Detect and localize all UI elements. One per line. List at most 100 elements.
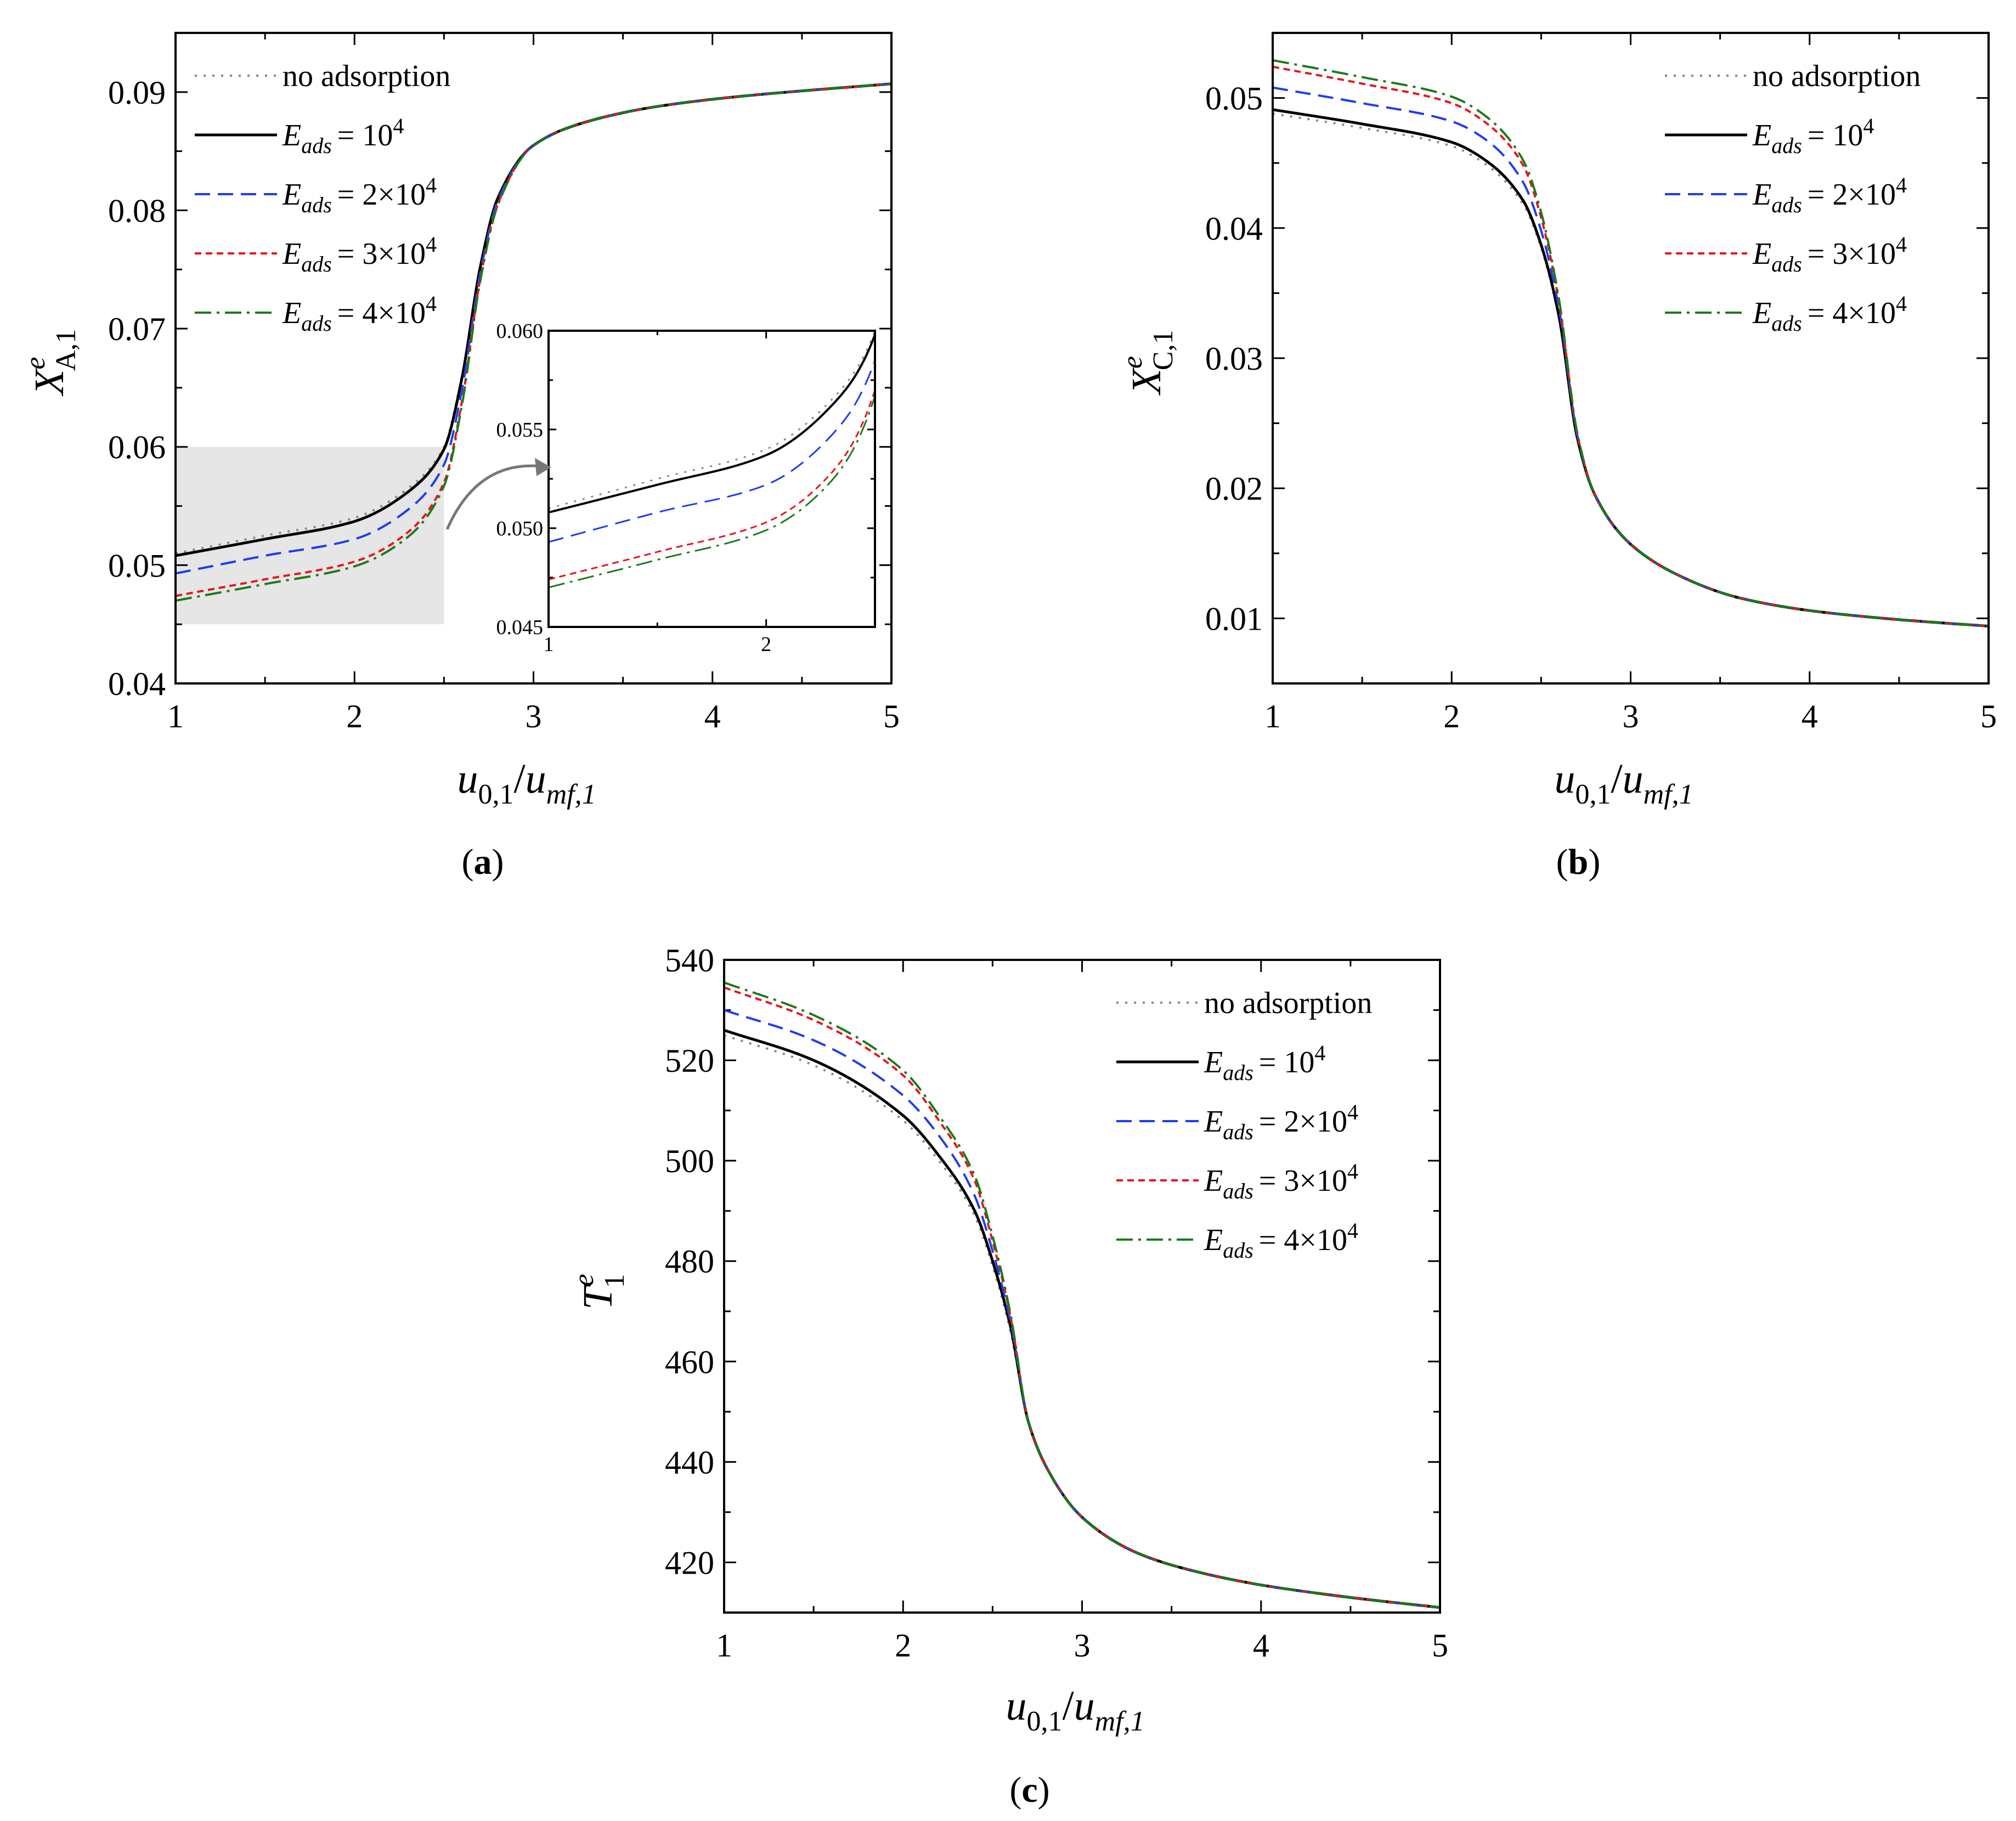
y-tick-label: 500 xyxy=(665,1143,714,1179)
panel-b: 1 2 3 4 50.010.020.030.040.05 XeC,1 u0,1/umf… xyxy=(1117,32,1997,882)
caption-c: (c) xyxy=(1009,1770,1049,1810)
ylabel-sub: 1 xyxy=(599,1274,630,1288)
panel-b-ylabel: XeC,1 xyxy=(1117,330,1179,395)
xlabel-u: u xyxy=(1554,756,1575,802)
inset-ticks: 1 2 0.045 0.050 0.055 0.060 xyxy=(496,320,875,656)
svg-text:XeC,1: XeC,1 xyxy=(1117,330,1179,395)
y-tick-label: 460 xyxy=(665,1344,714,1380)
x-tick-label: 1 xyxy=(167,698,184,734)
legend-label-e1: Eads = 104 xyxy=(1752,114,1874,158)
xlabel-slash: / xyxy=(1062,1683,1074,1729)
panel-b-legend: no adsorption Eads = 104 Eads = 2×104 Eads = 3… xyxy=(1665,59,1921,336)
xlabel-slash: / xyxy=(1611,756,1623,802)
xlabel-slash: / xyxy=(513,756,526,802)
legend-label-e4: Eads = 4×104 xyxy=(282,291,437,336)
y-tick-label: 0.01 xyxy=(1205,601,1263,637)
legend-label-e4: Eads = 4×104 xyxy=(1752,291,1907,336)
x-tick-label: 1 xyxy=(544,633,554,656)
x-tick-label: 2 xyxy=(346,698,363,734)
series-line-e1 xyxy=(549,331,875,514)
y-tick-label: 0.04 xyxy=(108,666,166,702)
xlabel-u-sub: 0,1 xyxy=(478,779,513,810)
y-tick-label: 0.055 xyxy=(496,419,544,442)
x-tick-label: 3 xyxy=(526,698,542,734)
y-tick-label: 0.05 xyxy=(1205,81,1263,117)
panel-a-ticks: 1 2 3 4 5 0.04 0.05 0.06 0.07 0.08 0.09 xyxy=(108,33,900,734)
y-tick-label: 0.02 xyxy=(1205,471,1263,507)
panel-a-xlabel: u0,1/umf,1 xyxy=(457,756,596,810)
y-tick-label: 440 xyxy=(665,1444,714,1480)
y-tick-label: 0.050 xyxy=(496,517,544,540)
zoom-arrowhead xyxy=(535,458,551,476)
highlight-region xyxy=(176,446,444,625)
y-tick-label: 540 xyxy=(665,942,714,979)
y-tick-label: 0.045 xyxy=(496,616,544,639)
x-tick-label: 2 xyxy=(1443,698,1460,734)
xlabel-umf: u xyxy=(1074,1683,1095,1729)
xlabel-u-sub: 0,1 xyxy=(1026,1706,1062,1737)
ylabel-sub: A,1 xyxy=(50,329,82,371)
legend-label-noads: no adsorption xyxy=(1204,986,1372,1020)
inset-frame xyxy=(547,330,876,628)
y-tick-label: 480 xyxy=(665,1243,714,1280)
x-tick-label: 3 xyxy=(1623,698,1639,734)
x-tick-label: 4 xyxy=(1253,1627,1269,1664)
y-tick-label: 420 xyxy=(665,1545,714,1581)
panel-b-series xyxy=(1273,59,1989,628)
panel-a-legend: no adsorption Eads = 104 Eads = 2×104 Eads = 3… xyxy=(195,59,450,336)
series-line-e4 xyxy=(1273,59,1989,627)
xlabel-umf: u xyxy=(526,756,546,802)
x-tick-label: 5 xyxy=(883,698,900,734)
legend-label-e2: Eads = 2×104 xyxy=(1204,1100,1358,1144)
panel-b-xlabel: u0,1/umf,1 xyxy=(1554,756,1693,810)
inset: 1 2 0.045 0.050 0.055 0.060 xyxy=(496,320,876,656)
ylabel-sub: C,1 xyxy=(1148,330,1179,370)
legend-label-e1: Eads = 104 xyxy=(282,114,404,158)
ylabel-symbol: X xyxy=(26,368,72,397)
xlabel-umf-sub: mf,1 xyxy=(546,779,596,810)
x-tick-label: 5 xyxy=(1980,698,1997,734)
series-line-e4 xyxy=(176,82,891,602)
panel-c-xlabel: u0,1/umf,1 xyxy=(1006,1683,1144,1737)
panel-a-series xyxy=(176,82,891,602)
ylabel-sup: e xyxy=(568,1274,600,1286)
x-tick-label: 2 xyxy=(761,633,771,656)
y-tick-label: 0.06 xyxy=(108,429,166,466)
panel-a-ylabel: XeA,1 xyxy=(20,329,82,397)
legend-label-noads: no adsorption xyxy=(283,59,450,93)
x-tick-label: 4 xyxy=(1802,698,1818,734)
legend-label-e3: Eads = 3×104 xyxy=(1752,232,1907,276)
y-tick-label: 0.060 xyxy=(496,320,544,343)
xlabel-u: u xyxy=(1006,1683,1026,1729)
panel-c-legend: no adsorption Eads = 104 Eads = 2×104 Eads = 3… xyxy=(1116,986,1372,1263)
x-tick-label: 4 xyxy=(704,698,721,734)
zoom-arrow xyxy=(445,464,541,530)
legend-label-e4: Eads = 4×104 xyxy=(1204,1218,1358,1263)
panel-b-ticks: 1 2 3 4 5 0.01 0.02 0.03 0.04 0.05 xyxy=(1205,33,1997,734)
caption-b: (b) xyxy=(1556,842,1601,882)
legend-label-e3: Eads = 3×104 xyxy=(282,232,437,276)
panel-a-frame xyxy=(174,32,893,685)
x-tick-label: 3 xyxy=(1074,1627,1091,1664)
y-tick-label: 0.08 xyxy=(108,193,166,229)
y-tick-label: 0.05 xyxy=(108,547,166,584)
x-tick-label: 2 xyxy=(895,1627,911,1664)
x-tick-label: 1 xyxy=(1264,698,1281,734)
legend-label-noads: no adsorption xyxy=(1753,59,1921,93)
y-tick-label: 0.07 xyxy=(108,311,166,347)
xlabel-umf-sub: mf,1 xyxy=(1095,1706,1145,1737)
y-tick-label: 0.04 xyxy=(1205,211,1263,247)
panel-c-ticks: 1 2 3 4 5 420 440 460 480 500 520 540 xyxy=(665,942,1448,1664)
panel-c-frame xyxy=(723,959,1441,1614)
svg-text:XeA,1: XeA,1 xyxy=(20,329,82,397)
series-line-e3 xyxy=(724,986,1440,1609)
panel-c-series xyxy=(724,981,1440,1609)
inset-series xyxy=(549,331,875,589)
x-tick-label: 5 xyxy=(1432,1627,1448,1664)
xlabel-u: u xyxy=(457,756,478,802)
ylabel-sup: e xyxy=(1117,356,1148,369)
xlabel-u-sub: 0,1 xyxy=(1575,779,1611,810)
legend-label-e2: Eads = 2×104 xyxy=(282,173,437,217)
